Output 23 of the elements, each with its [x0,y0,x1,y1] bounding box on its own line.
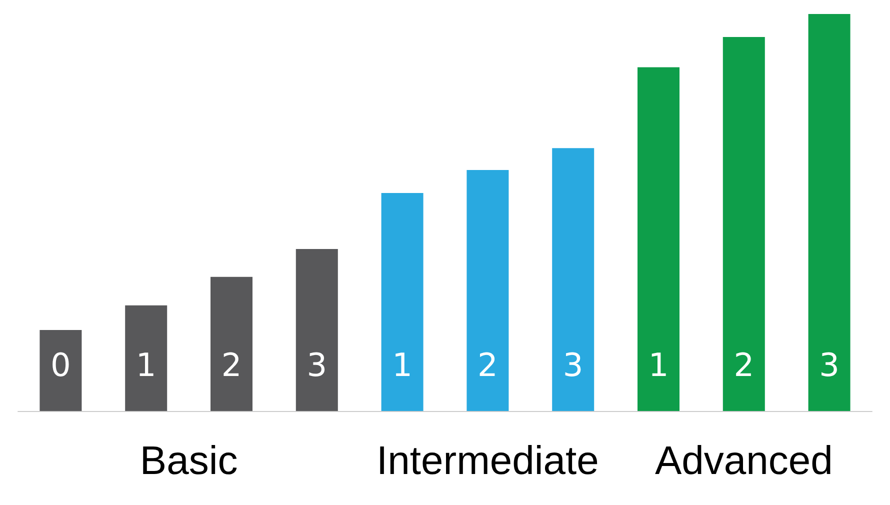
bar [552,148,594,411]
bar [40,330,82,411]
bar [466,170,509,411]
bar [722,37,765,411]
x-tick-label: 2 [221,346,242,384]
x-tick-label: 2 [478,346,498,384]
x-tick-label: 2 [734,346,754,384]
series-label: Advanced [654,439,833,483]
bar [638,67,680,411]
x-tick-label: 3 [306,346,328,384]
x-tick-label: 1 [648,346,669,384]
x-tick-label: 1 [136,346,156,384]
x-tick-label: 3 [562,346,584,384]
bar [125,305,168,411]
bar [296,249,338,411]
x-tick-label: 3 [819,346,840,384]
series-label: Intermediate [376,439,599,483]
bar [808,14,850,411]
x-tick-label: 0 [50,346,71,384]
x-tick-label: 1 [392,346,412,384]
bar [381,193,424,411]
series-label: Basic [140,439,238,483]
bar [210,276,252,411]
